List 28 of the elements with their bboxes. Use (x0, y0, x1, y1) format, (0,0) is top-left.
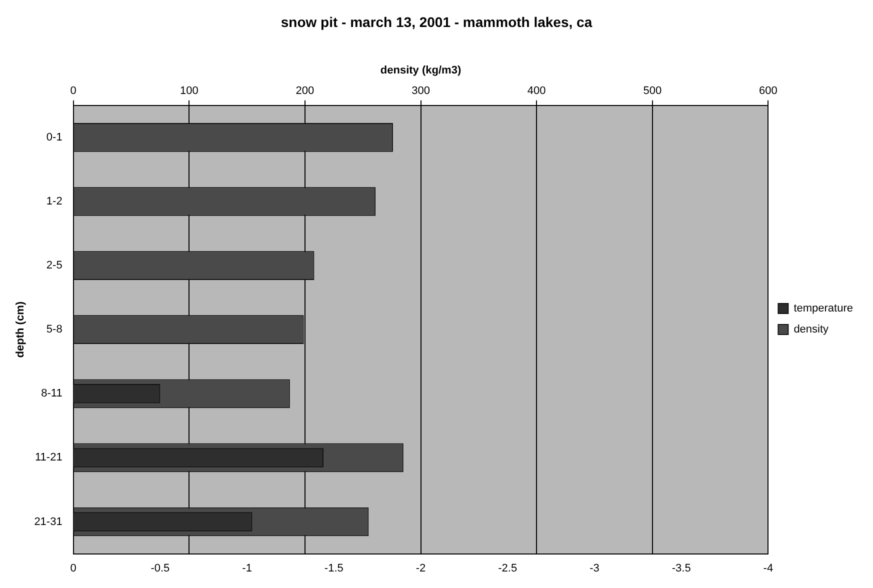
x2-tick-label: 500 (643, 84, 662, 97)
x2-tick-label: 600 (759, 84, 778, 97)
x-tick-label: -3.5 (672, 562, 691, 574)
x2-tick-label: 0 (70, 84, 76, 97)
x-tick-label: -2 (416, 562, 426, 574)
y-axis-title: depth (cm) (14, 301, 27, 358)
y-tick-label: 8-11 (41, 388, 62, 400)
x2-tick-label: 300 (412, 84, 430, 97)
x2-axis-title: density (kg/m3) (380, 64, 462, 77)
x-tick-label: -1.5 (324, 562, 344, 574)
x-tick-label: -3 (590, 562, 600, 574)
x-tick-label: -4 (763, 562, 774, 574)
y-tick-label: 21-31 (34, 516, 62, 528)
y-tick-label: 2-5 (46, 260, 62, 272)
chart-title: snow pit - march 13, 2001 - mammoth lakes, ca (280, 14, 594, 30)
x2-tick-label: 400 (527, 84, 546, 97)
x2-tick-label: 200 (296, 84, 314, 97)
y-tick-label: 0-1 (46, 131, 62, 144)
x-tick-label: -1 (242, 562, 252, 574)
x-tick-label: -0.5 (150, 562, 170, 574)
legend-label: density (794, 324, 830, 336)
x2-tick-label: 100 (180, 84, 198, 97)
legend-label: temperature (794, 302, 854, 315)
y-tick-label: 1-2 (46, 196, 62, 208)
y-tick-label: 5-8 (46, 324, 62, 336)
x-tick-label: -2.5 (498, 562, 518, 574)
x-tick-label: 0 (70, 562, 76, 574)
y-tick-label: 11-21 (35, 452, 62, 464)
